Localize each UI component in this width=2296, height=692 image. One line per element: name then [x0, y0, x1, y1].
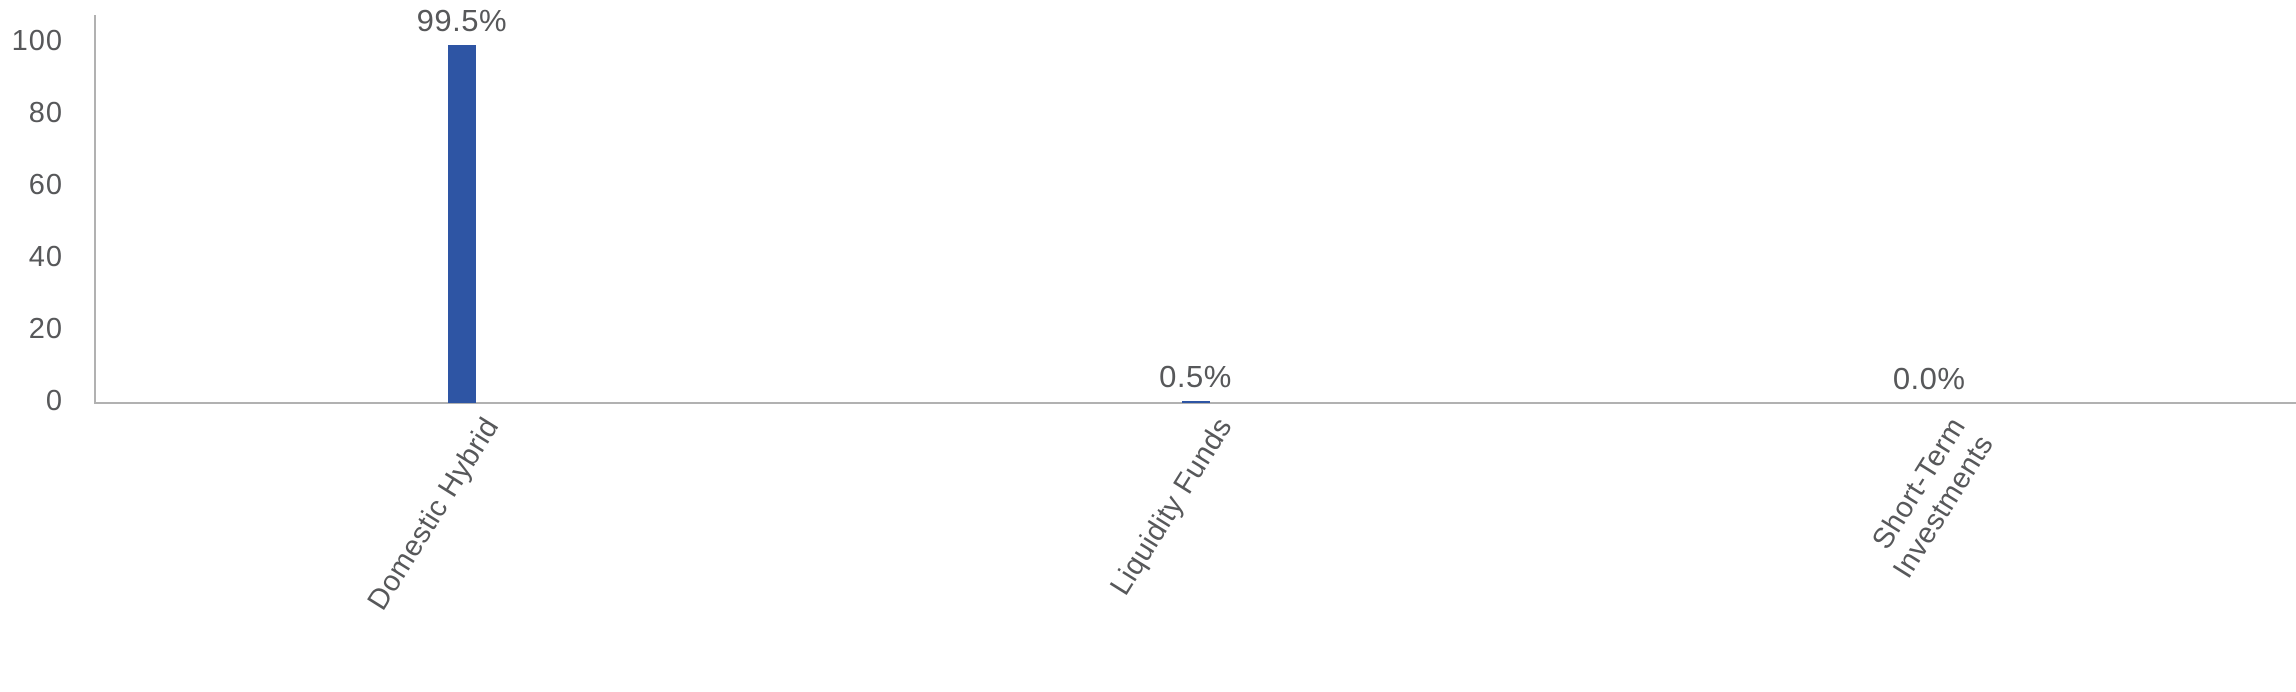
- y-tick-label: 60: [28, 169, 63, 202]
- category-label-domestic-hybrid: Domestic Hybrid: [361, 412, 506, 616]
- data-label: 99.5%: [416, 2, 508, 38]
- y-tick-label: 20: [28, 313, 63, 346]
- y-axis-line: [94, 15, 96, 403]
- data-label: 0.5%: [1159, 359, 1232, 395]
- bar-domestic-hybrid: [447, 44, 476, 403]
- y-tick-label: 0: [45, 385, 63, 418]
- x-axis-line: [94, 402, 2296, 404]
- bar-liquidity-funds: [1181, 401, 1210, 403]
- category-label-liquidity-funds: Liquidity Funds: [1104, 412, 1240, 601]
- category-label-short-term-investments: Short-Term Investments: [1859, 412, 2001, 585]
- category-label-line: Liquidity Funds: [1104, 412, 1239, 601]
- y-tick-label: 80: [28, 97, 63, 130]
- data-label: 0.0%: [1892, 361, 1966, 396]
- y-tick-label: 100: [11, 25, 63, 58]
- y-tick-label: 40: [28, 241, 63, 274]
- category-label-line: Domestic Hybrid: [361, 412, 505, 616]
